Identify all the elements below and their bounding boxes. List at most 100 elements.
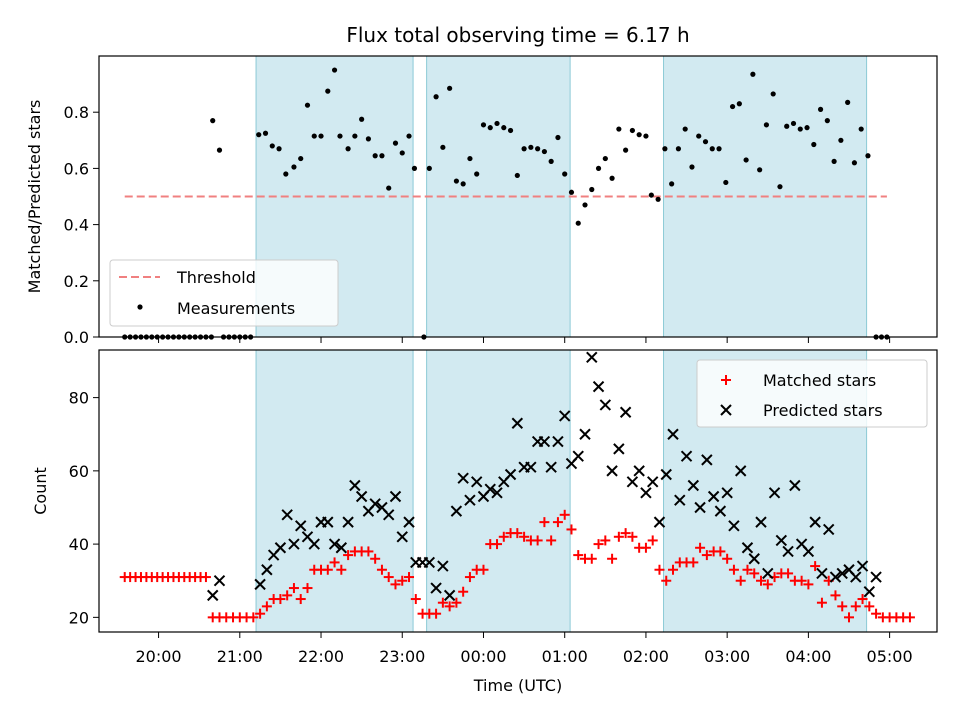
matched-star-point (640, 542, 651, 553)
measurement-point (386, 185, 392, 191)
matched-star-point (255, 608, 266, 619)
y-tick-label: 0.2 (64, 272, 89, 291)
matched-star-point (756, 575, 767, 586)
bottom-legend: Matched stars Predicted stars (696, 359, 928, 428)
measurement-point (541, 148, 547, 155)
predicted-star-point (335, 542, 348, 554)
measurement-point (589, 186, 595, 193)
matched-star-point (661, 575, 672, 586)
measurement-point (865, 153, 871, 159)
measurement-point (689, 164, 695, 170)
top-y-axis-label: Matched/Predicted stars (25, 100, 44, 294)
x-stroke (640, 487, 652, 499)
measurement-point (276, 146, 282, 152)
predicted-star-point (640, 487, 652, 499)
x-stroke (274, 542, 287, 554)
measurement-point (269, 143, 275, 149)
x-stroke (579, 428, 591, 440)
x-stroke (207, 589, 219, 602)
x-tick-label: 21:00 (217, 647, 263, 666)
predicted-star-point (288, 538, 300, 550)
measurement-point (736, 101, 742, 107)
measurement-point (318, 133, 324, 139)
measurement-point (311, 133, 317, 139)
predicted-star-point (755, 516, 767, 528)
x-stroke (464, 494, 476, 506)
predicted-star-point (558, 410, 571, 422)
measurement-point (501, 125, 507, 131)
top-legend: Threshold Measurements (109, 259, 339, 327)
matched-star-point (668, 564, 679, 575)
measurement-point (648, 192, 654, 198)
matched-star-point (762, 579, 773, 590)
measurement-point (696, 133, 702, 139)
predicted-star-point (579, 428, 591, 440)
measurement-point (487, 125, 493, 131)
predicted-star-point (369, 498, 381, 510)
x-tick-label: 04:00 (785, 647, 831, 666)
x-stroke (619, 406, 632, 418)
top-axes-frame (98, 55, 938, 338)
x-stroke (403, 516, 415, 528)
matched-star-point (519, 531, 530, 542)
predicted-star-point (342, 516, 354, 528)
matched-star-point (735, 575, 746, 586)
x-stroke (748, 553, 760, 565)
matched-star-point (512, 528, 523, 539)
x-stroke (423, 556, 436, 569)
predicted-star-point (437, 560, 449, 572)
predicted-star-point (809, 516, 821, 528)
x-stroke (856, 560, 869, 572)
matched-star-point (498, 531, 509, 542)
measurement-point (682, 126, 688, 132)
predicted-star-point (322, 516, 334, 528)
measurement-point (399, 150, 405, 156)
measurement-point (447, 85, 453, 91)
matched-legend-marker (721, 375, 731, 385)
measurement-point (797, 126, 803, 132)
predicted-star-point (680, 450, 693, 462)
x-stroke (829, 571, 842, 583)
predicted-star-point (734, 465, 747, 477)
measurement-point (372, 153, 378, 159)
x-stroke (281, 509, 293, 521)
matched-star-point (647, 535, 658, 546)
legend-label-measurements: Measurements (177, 299, 295, 318)
predicted-star-point (633, 465, 645, 477)
measurement-point (359, 116, 365, 122)
y-tick-label: 0.4 (64, 216, 89, 235)
predicted-star-point (667, 428, 679, 440)
matched-star-point (261, 601, 272, 612)
predicted-star-point (694, 501, 706, 514)
x-stroke (355, 490, 368, 503)
legend-label-matched: Matched stars (763, 371, 876, 390)
predicted-star-point (599, 399, 612, 411)
predicted-legend-swatch (720, 404, 732, 416)
predicted-star-point (606, 465, 618, 477)
x-tick-label: 22:00 (298, 647, 344, 666)
x-stroke (430, 582, 442, 594)
predicted-star-point (836, 567, 848, 580)
matched-star-point (343, 550, 354, 561)
x-stroke (383, 509, 395, 521)
x-stroke (301, 531, 314, 543)
matched-star-point (451, 597, 462, 608)
predicted-star-point (856, 560, 869, 572)
x-stroke (335, 542, 348, 554)
predicted-star-point (389, 490, 402, 503)
measurement-point (210, 118, 216, 124)
measurement-point (817, 106, 824, 112)
predicted-star-point (295, 520, 307, 532)
measurement-point (575, 220, 581, 226)
predicted-star-point (308, 538, 320, 550)
matched-star-point (559, 509, 570, 520)
predicted-star-point (504, 468, 517, 481)
x-stroke (572, 450, 584, 462)
predicted-star-point (471, 476, 483, 488)
x-stroke (261, 564, 273, 576)
measurement-point (365, 136, 372, 142)
matched-star-point (600, 535, 611, 546)
matched-legend-swatch (721, 375, 731, 385)
x-stroke (525, 461, 537, 473)
measurement-point (406, 133, 412, 139)
